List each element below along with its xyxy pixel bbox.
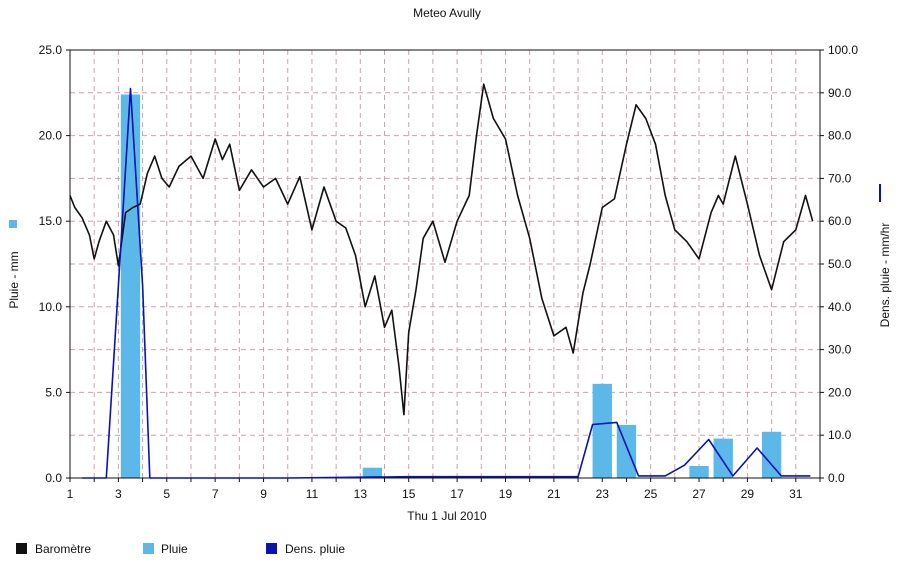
legend: Baromètre Pluie Dens. pluie xyxy=(16,542,345,556)
y-right-tick-label: 0.0 xyxy=(828,471,845,485)
y-left-tick-label: 20.0 xyxy=(39,129,63,143)
x-tick-label: 27 xyxy=(692,487,706,501)
y-right-tick-label: 10.0 xyxy=(828,428,852,442)
y-right-tick-label: 60.0 xyxy=(828,214,852,228)
y-right-tick-label: 100.0 xyxy=(828,43,858,57)
x-tick-label: 31 xyxy=(789,487,803,501)
x-tick-label: 29 xyxy=(741,487,755,501)
series-line-barometre xyxy=(69,83,814,416)
rain-bars xyxy=(120,94,782,479)
x-tick-label: 19 xyxy=(499,487,513,501)
y-right-tick-label: 80.0 xyxy=(828,129,852,143)
x-tick-label: 23 xyxy=(596,487,610,501)
x-tick-label: 17 xyxy=(450,487,464,501)
chart-title: Meteo Avully xyxy=(413,6,481,20)
y-right-tick-label: 40.0 xyxy=(828,300,852,314)
y-right-tick-label: 30.0 xyxy=(828,343,852,357)
y-left-tick-label: 0.0 xyxy=(45,471,62,485)
bar-pluie xyxy=(120,94,141,479)
left-axis-swatch xyxy=(9,220,17,228)
y-right-tick-label: 20.0 xyxy=(828,385,852,399)
grid-layer xyxy=(69,50,821,482)
y-left-tick-label: 5.0 xyxy=(45,385,62,399)
y-right-tick-label: 90.0 xyxy=(828,86,852,100)
bar-pluie xyxy=(689,466,709,478)
x-tick-label: 21 xyxy=(547,487,561,501)
x-tick-label: 7 xyxy=(212,487,219,501)
tick-labels: 1 3 5 7 9 11 13 15 17 19 21 23 25 27 29 310.05.010.015.… xyxy=(39,43,859,501)
y-axis-left-label: Pluie - mm xyxy=(7,251,21,308)
bar-pluie xyxy=(616,424,637,478)
y-right-tick-label: 70.0 xyxy=(828,171,852,185)
x-tick-label: 13 xyxy=(354,487,368,501)
legend-label-pluie: Pluie xyxy=(161,542,188,556)
bar-pluie xyxy=(362,467,383,478)
x-tick-label: 1 xyxy=(67,487,74,501)
legend-swatch-pluie xyxy=(143,543,154,554)
series-line-dens-pluie xyxy=(82,87,811,479)
x-tick-label: 3 xyxy=(115,487,122,501)
x-axis-label: Thu 1 Jul 2010 xyxy=(407,509,487,523)
x-tick-label: 15 xyxy=(402,487,416,501)
x-tick-label: 25 xyxy=(644,487,658,501)
legend-label-barometre: Baromètre xyxy=(35,542,91,556)
x-tick-label: 11 xyxy=(306,487,319,501)
legend-swatch-barometre xyxy=(16,543,27,554)
bar-pluie xyxy=(761,431,782,478)
y-axis-right-label: Dens. pluie - mm/hr xyxy=(878,223,892,328)
y-left-tick-label: 15.0 xyxy=(39,214,63,228)
y-left-tick-label: 10.0 xyxy=(39,300,63,314)
legend-label-dens-pluie: Dens. pluie xyxy=(285,542,345,556)
bar-pluie xyxy=(592,383,612,478)
y-left-tick-label: 25.0 xyxy=(39,43,63,57)
x-tick-label: 9 xyxy=(260,487,267,501)
y-right-tick-label: 50.0 xyxy=(828,257,852,271)
x-tick-label: 5 xyxy=(163,487,170,501)
legend-swatch-dens-pluie xyxy=(266,543,277,554)
